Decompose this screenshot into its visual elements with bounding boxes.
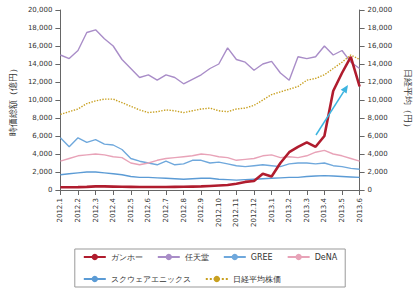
- svg-text:2012.6: 2012.6: [144, 197, 152, 222]
- svg-text:10,000: 10,000: [28, 96, 53, 104]
- svg-text:2013.6: 2013.6: [356, 197, 364, 222]
- svg-text:ガンホー: ガンホー: [111, 253, 143, 262]
- svg-text:2013.3: 2013.3: [303, 198, 311, 223]
- svg-text:日経平均株価: 日経平均株価: [233, 275, 281, 284]
- svg-text:2012.9: 2012.9: [197, 198, 205, 223]
- svg-text:2012.5: 2012.5: [127, 198, 135, 223]
- svg-text:6,000: 6,000: [32, 132, 52, 140]
- svg-text:GREE: GREE: [251, 253, 273, 262]
- svg-text:2012.12: 2012.12: [250, 198, 258, 227]
- svg-text:任天堂: 任天堂: [184, 253, 209, 262]
- svg-text:2012.2: 2012.2: [74, 198, 82, 223]
- svg-text:2012.1: 2012.1: [56, 198, 64, 223]
- svg-text:4,000: 4,000: [32, 150, 52, 158]
- svg-text:14,000: 14,000: [28, 60, 53, 68]
- svg-text:4,000: 4,000: [368, 150, 388, 158]
- svg-text:16,000: 16,000: [368, 42, 393, 50]
- svg-text:12,000: 12,000: [368, 78, 393, 86]
- svg-text:8,000: 8,000: [32, 114, 52, 122]
- svg-text:2,000: 2,000: [32, 168, 52, 176]
- svg-text:14,000: 14,000: [368, 60, 393, 68]
- svg-text:6,000: 6,000: [368, 132, 388, 140]
- svg-text:10,000: 10,000: [368, 96, 393, 104]
- svg-text:8,000: 8,000: [368, 114, 388, 122]
- svg-text:DeNA: DeNA: [315, 253, 338, 262]
- svg-text:2013.1: 2013.1: [268, 198, 276, 223]
- svg-text:2013.4: 2013.4: [320, 197, 328, 222]
- svg-text:16,000: 16,000: [28, 42, 53, 50]
- svg-text:20,000: 20,000: [368, 6, 393, 14]
- svg-text:日経平均（円）: 日経平均（円）: [403, 69, 413, 132]
- svg-text:スクウェアエニックス: スクウェアエニックス: [111, 275, 191, 284]
- svg-text:2013.5: 2013.5: [338, 198, 346, 223]
- svg-text:12,000: 12,000: [28, 78, 53, 86]
- svg-text:18,000: 18,000: [28, 24, 53, 32]
- svg-text:2012.4: 2012.4: [109, 197, 117, 222]
- svg-text:2,000: 2,000: [368, 168, 388, 176]
- svg-text:2013.2: 2013.2: [285, 198, 293, 223]
- svg-text:2012.7: 2012.7: [162, 198, 170, 223]
- svg-text:0: 0: [368, 186, 372, 194]
- svg-text:20,000: 20,000: [28, 6, 53, 14]
- svg-text:18,000: 18,000: [368, 24, 393, 32]
- svg-text:時価総額（億円）: 時価総額（億円）: [8, 64, 18, 136]
- svg-text:2012.10: 2012.10: [215, 198, 223, 227]
- svg-text:2012.8: 2012.8: [180, 198, 188, 223]
- svg-text:0: 0: [48, 186, 52, 194]
- svg-text:2012.11: 2012.11: [232, 198, 240, 227]
- svg-text:2012.3: 2012.3: [92, 198, 100, 223]
